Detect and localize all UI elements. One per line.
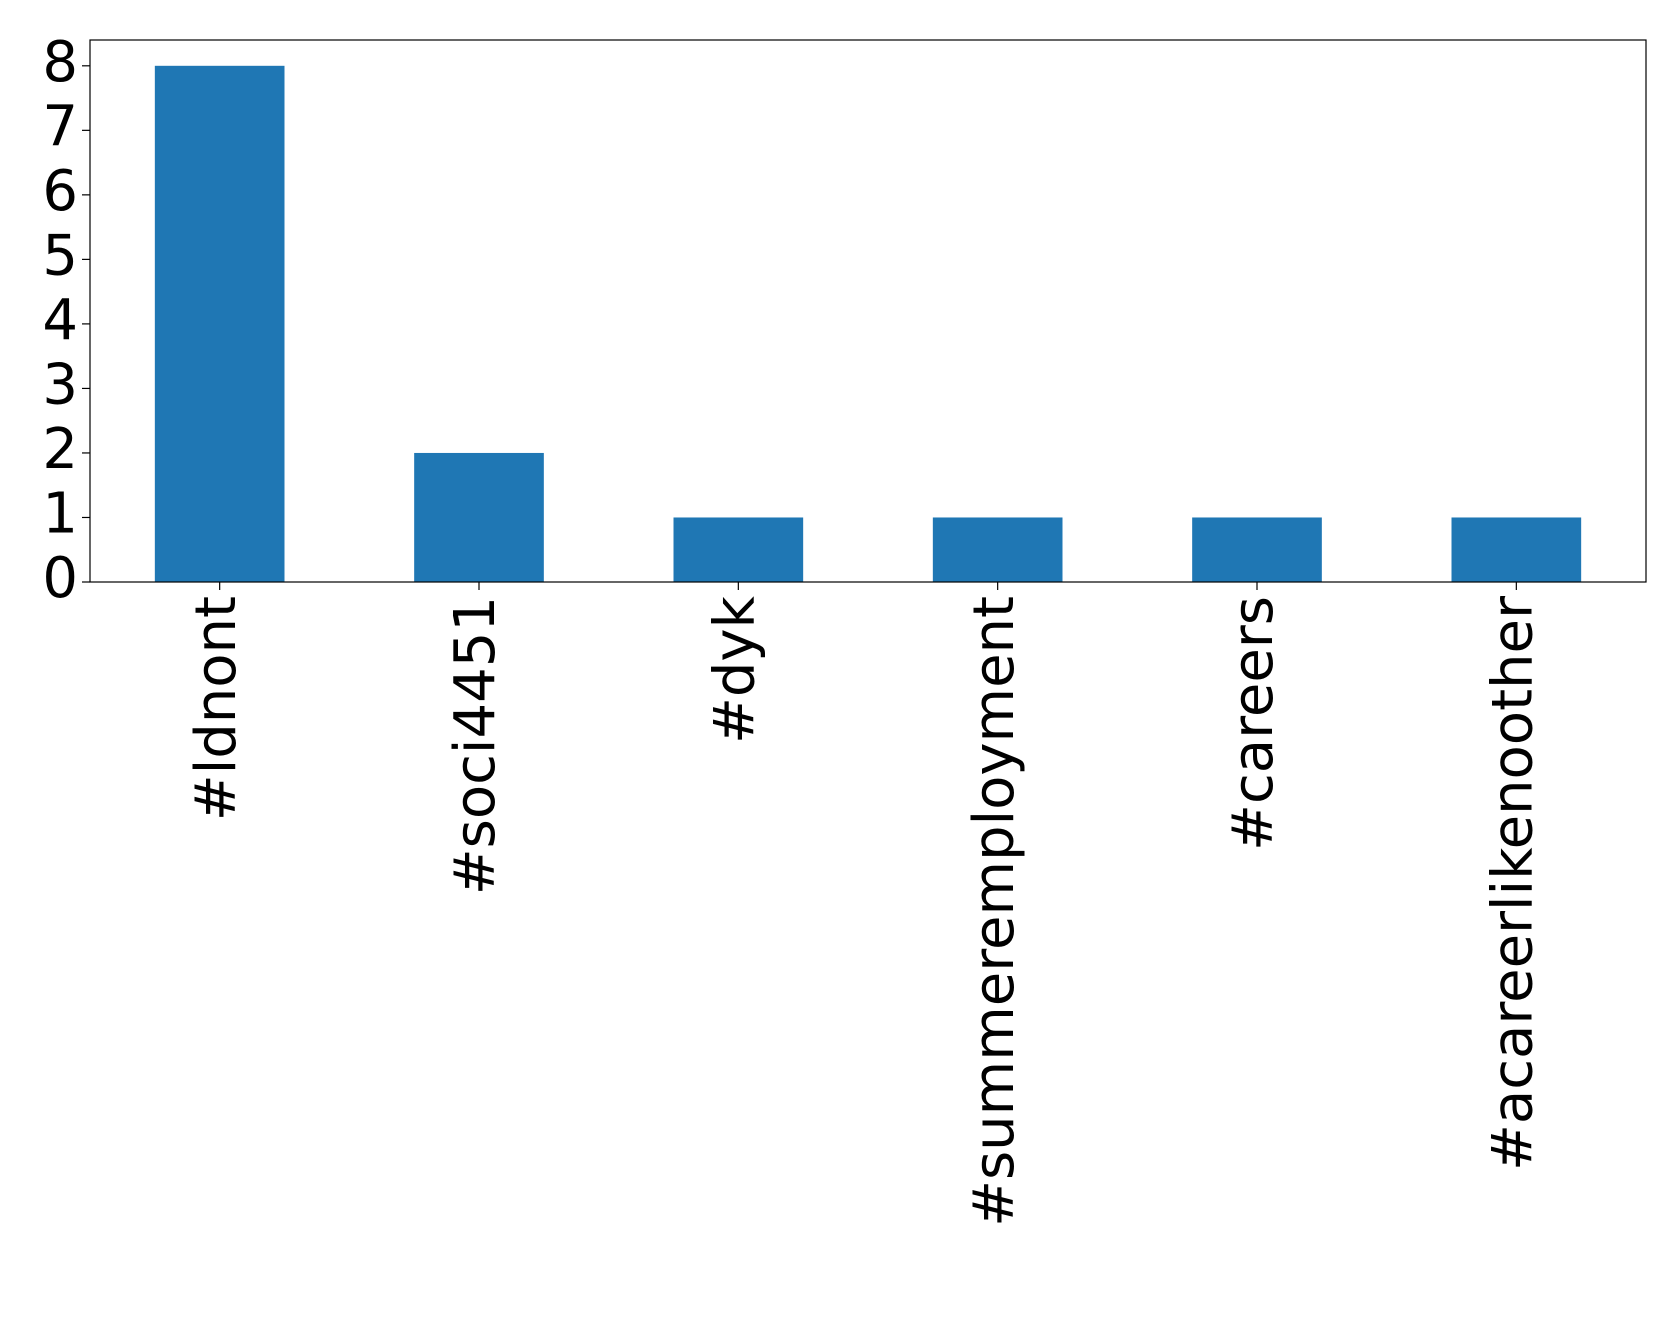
y-tick-label: 5 [42,224,78,289]
x-tick-label: #soci4451 [443,596,508,895]
bar [932,517,1063,582]
x-tick-label: #careers [1221,596,1286,851]
bar [1192,517,1322,582]
x-tick-label: #ldnont [184,596,249,821]
y-tick-label: 0 [42,546,78,611]
x-tick-label: #acareerlikenoother [1480,595,1545,1171]
y-tick-label: 6 [42,159,78,224]
y-tick-label: 4 [42,288,78,353]
bar [414,452,544,582]
y-tick-label: 2 [42,417,78,482]
bar [673,517,804,582]
y-tick-label: 3 [42,353,78,418]
y-tick-label: 8 [42,30,78,95]
bar [154,65,285,583]
x-tick-label: #dyk [702,595,767,744]
plot-frame [89,39,1647,583]
x-tick-label: #summeremployment [962,596,1027,1227]
y-tick-label: 7 [42,94,78,159]
bar [1451,517,1582,582]
y-tick-label: 1 [42,482,78,547]
